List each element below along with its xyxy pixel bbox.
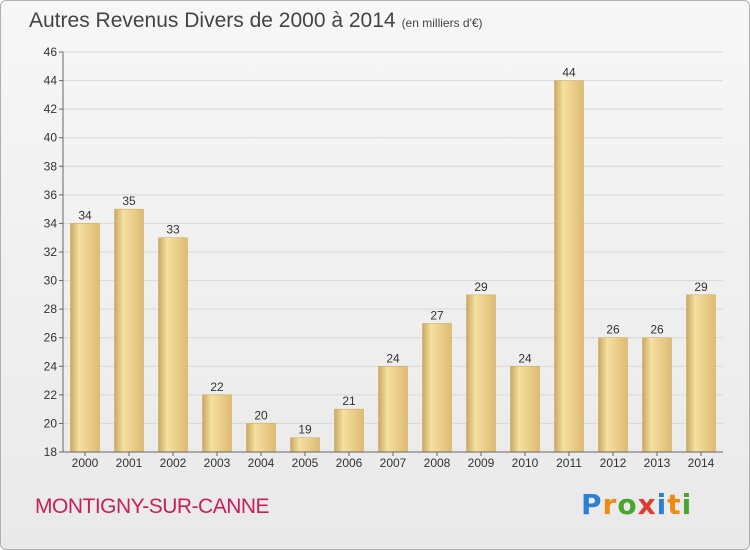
bar: [202, 394, 232, 453]
x-tick-label: 2013: [644, 456, 671, 470]
x-tick-label: 2006: [336, 456, 363, 470]
y-tick-label: 18: [44, 445, 58, 459]
logo-letter: P: [581, 488, 603, 521]
x-tick-label: 2005: [292, 456, 319, 470]
logo-letter: o: [617, 488, 638, 521]
logo-letter: i: [656, 488, 668, 521]
data-label: 20: [254, 408, 268, 422]
y-tick-label: 38: [44, 159, 58, 173]
chart-subtitle: (en milliers d'€): [401, 16, 483, 30]
y-tick-label: 28: [44, 302, 58, 316]
x-tick-label: 2008: [424, 456, 451, 470]
bar: [686, 294, 716, 453]
data-label: 35: [122, 194, 136, 208]
y-tick-label: 44: [44, 74, 58, 88]
bar: [158, 237, 188, 453]
x-tick-label: 2007: [380, 456, 407, 470]
bars: [70, 80, 716, 453]
location-name: MONTIGNY-SUR-CANNE: [35, 495, 270, 518]
logo-letter: r: [602, 488, 618, 521]
bar: [114, 208, 144, 453]
y-tick-label: 42: [44, 102, 58, 116]
x-tick-label: 2014: [688, 456, 715, 470]
bar: [246, 423, 276, 453]
data-label: 19: [298, 423, 312, 437]
data-label: 29: [474, 280, 488, 294]
y-tick-label: 46: [44, 45, 58, 59]
labels: 18 20 22 24 26 28 30 32 34 36 38 40 42 44 46 34 2000 35 20…: [44, 45, 715, 470]
y-tick-label: 24: [44, 359, 58, 373]
bar: [510, 366, 540, 453]
axes: [59, 51, 723, 456]
y-tick-label: 20: [44, 416, 58, 430]
bar: [642, 337, 672, 453]
bar: [422, 323, 452, 453]
data-label: 21: [342, 394, 356, 408]
data-label: 24: [386, 351, 400, 365]
y-tick-label: 34: [44, 216, 58, 230]
proxiti-logo: Proxiti: [581, 488, 692, 521]
y-tick-label: 26: [44, 331, 58, 345]
data-label: 24: [518, 351, 532, 365]
logo-letter: i: [681, 488, 693, 521]
data-label: 33: [166, 223, 180, 237]
data-label: 34: [78, 208, 92, 222]
x-tick-label: 2001: [116, 456, 143, 470]
data-label: 26: [650, 323, 664, 337]
y-tick-label: 22: [44, 388, 58, 402]
logo-letter: t: [667, 488, 682, 521]
data-label: 22: [210, 380, 224, 394]
bar: [554, 80, 584, 453]
y-tick-label: 30: [44, 274, 58, 288]
bar: [70, 223, 100, 453]
bar: [598, 337, 628, 453]
bar: [334, 408, 364, 453]
y-tick-label: 40: [44, 131, 58, 145]
x-tick-label: 2004: [248, 456, 275, 470]
bar: [466, 294, 496, 453]
chart-title: Autres Revenus Divers de 2000 à 2014 (en …: [29, 9, 483, 33]
data-label: 26: [606, 323, 620, 337]
x-tick-label: 2003: [204, 456, 231, 470]
y-tick-label: 36: [44, 188, 58, 202]
data-label: 29: [694, 280, 708, 294]
y-tick-label: 32: [44, 245, 58, 259]
logo-letter: x: [637, 488, 657, 521]
bar: [290, 437, 320, 453]
x-tick-label: 2009: [468, 456, 495, 470]
data-label: 44: [562, 66, 576, 80]
x-tick-label: 2010: [512, 456, 539, 470]
chart-title-text: Autres Revenus Divers de 2000 à 2014: [29, 9, 396, 32]
data-label: 27: [430, 308, 444, 322]
x-tick-label: 2000: [72, 456, 99, 470]
x-tick-label: 2012: [600, 456, 627, 470]
x-tick-label: 2002: [160, 456, 187, 470]
x-tick-label: 2011: [556, 456, 582, 470]
bar: [378, 366, 408, 453]
